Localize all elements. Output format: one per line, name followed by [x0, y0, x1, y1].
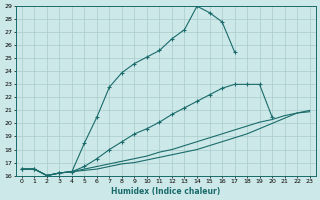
X-axis label: Humidex (Indice chaleur): Humidex (Indice chaleur): [111, 187, 220, 196]
